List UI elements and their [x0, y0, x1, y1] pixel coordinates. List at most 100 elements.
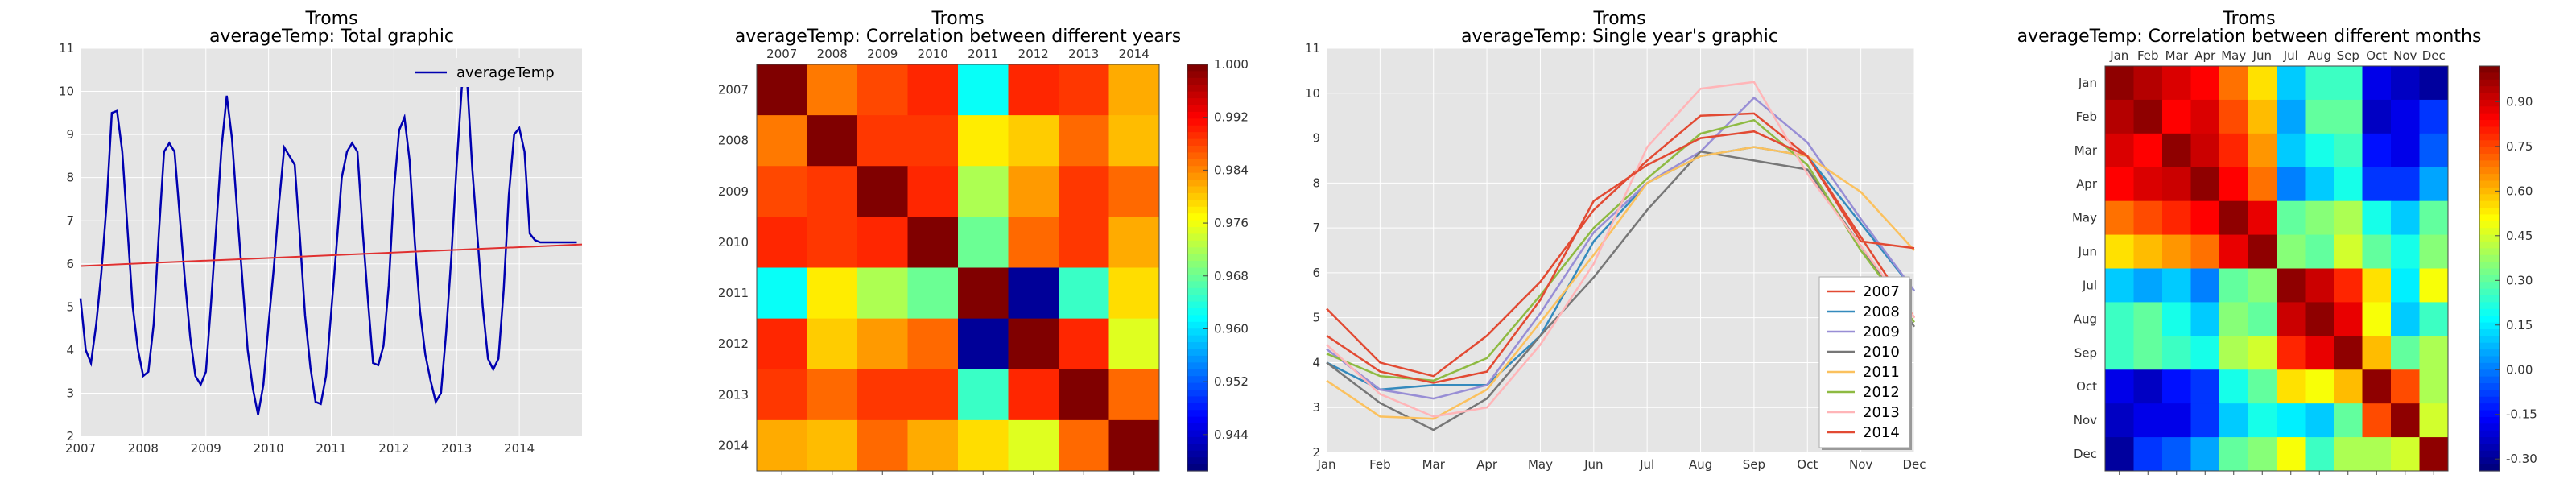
heatmap-cell [757, 115, 807, 167]
heatmap-cell [2162, 99, 2191, 134]
heatmap-cell [2391, 369, 2420, 404]
colorbar-segment [2479, 444, 2500, 452]
colorbar-segment [1187, 98, 1208, 106]
x-tick-label: 2007 [766, 47, 797, 61]
heatmap-cell [2391, 66, 2420, 101]
heatmap-cell [958, 64, 1009, 116]
heatmap-cell [857, 419, 908, 472]
heatmap-cell [2133, 268, 2163, 303]
heatmap-cell [1108, 318, 1160, 370]
heatmap-cell [958, 267, 1009, 320]
colorbar-segment [1187, 200, 1208, 208]
heatmap-cell [2419, 302, 2449, 336]
heatmap-cell [2133, 437, 2163, 472]
colorbar-segment [2479, 228, 2500, 236]
colorbar-segment [2479, 295, 2500, 303]
heatmap-cell [807, 419, 858, 472]
x-tick-label: Nov [1849, 457, 1872, 472]
heatmap-cell [1008, 64, 1059, 116]
y-tick-label: 11 [1305, 41, 1320, 56]
y-tick-label: 8 [1312, 175, 1320, 190]
y-tick-label: Aug [2074, 312, 2097, 326]
heatmap-cell [1059, 64, 1109, 116]
colorbar-segment [1187, 436, 1208, 444]
heatmap-cell [2105, 268, 2134, 303]
chart3-subtitle: averageTemp: Single year's graphic [1461, 27, 1778, 47]
heatmap-cell [2334, 66, 2363, 101]
heatmap-cell [2419, 133, 2449, 168]
heatmap-cell [2391, 167, 2420, 202]
colorbar-segment [1187, 71, 1208, 79]
heatmap-cell [2277, 234, 2306, 269]
colorbar-tick-label: 0.00 [2506, 362, 2533, 377]
heatmap-cell [2305, 200, 2334, 236]
x-tick-label: Feb [2137, 48, 2159, 63]
legend-box [1818, 276, 1910, 448]
colorbar-segment [1187, 261, 1208, 269]
heatmap-cell [2162, 268, 2191, 303]
heatmap-cell [807, 369, 858, 421]
heatmap-cell [2362, 234, 2392, 269]
colorbar-segment [1187, 301, 1208, 309]
heatmap-cell [2105, 167, 2134, 202]
heatmap-cell [807, 318, 858, 370]
heatmap-cell [857, 369, 908, 421]
y-tick-label: 2 [1312, 445, 1320, 460]
heatmap-cell [2419, 268, 2449, 303]
heatmap-cell [2248, 234, 2277, 269]
heatmap-cell [807, 166, 858, 217]
heatmap-cell [1008, 217, 1059, 268]
x-tick-label: Aug [2308, 48, 2331, 63]
colorbar-segment [2479, 356, 2500, 364]
heatmap-cell [2105, 200, 2134, 236]
colorbar-segment [2479, 79, 2500, 87]
colorbar-segment [1187, 362, 1208, 370]
y-tick-label: Jul [2082, 278, 2097, 292]
heatmap-cell [2305, 369, 2334, 404]
chart-year-correlation: Troms averageTemp: Correlation between d… [718, 9, 1249, 475]
colorbar-segment [2479, 180, 2500, 188]
heatmap-cell [2190, 133, 2220, 168]
heatmap-cell [1008, 166, 1059, 217]
heatmap-cell [2305, 268, 2334, 303]
colorbar-segment [2479, 396, 2500, 404]
colorbar-segment [2479, 187, 2500, 195]
heatmap-cell [757, 166, 807, 217]
chart2-title: Troms [931, 9, 984, 29]
heatmap-cell [857, 115, 908, 167]
series-line-2010 [1326, 150, 1916, 431]
colorbar-segment [1187, 321, 1208, 329]
x-tick-label: Mar [1422, 457, 1446, 472]
heatmap-cell [2105, 66, 2134, 101]
heatmap-cell [2419, 403, 2449, 438]
colorbar-segment [2479, 302, 2500, 310]
colorbar-tick-label: 0.992 [1214, 110, 1249, 125]
heatmap-cell [2334, 99, 2363, 134]
heatmap-cell [907, 419, 959, 472]
heatmap-cell [2305, 403, 2334, 438]
heatmap-cell [2133, 403, 2163, 438]
x-tick-label: 2011 [316, 441, 346, 456]
x-tick-label: Apr [1476, 457, 1498, 472]
colorbar-segment [2479, 248, 2500, 256]
series-line-2014 [1326, 130, 1915, 384]
colorbar-segment [1187, 444, 1208, 452]
x-tick-label: 2009 [867, 47, 898, 61]
colorbar-tick-label: 0.984 [1214, 163, 1249, 177]
heatmap-cell [1108, 166, 1160, 217]
heatmap-cell [2219, 234, 2248, 269]
heatmap-cell [2334, 200, 2363, 236]
colorbar-segment [1187, 457, 1208, 465]
colorbar-segment [2479, 403, 2500, 411]
colorbar-frame [1187, 64, 1208, 472]
heatmap-cell [907, 64, 959, 116]
colorbar-segment [1187, 152, 1208, 160]
heatmap-cell [907, 217, 959, 268]
colorbar-segment [1187, 64, 1208, 72]
colorbar-segment [2479, 282, 2500, 290]
colorbar-tick-label: -0.30 [2506, 452, 2537, 466]
y-tick-label: Dec [2074, 447, 2097, 461]
y-tick-label: 10 [59, 85, 74, 99]
x-tick-label: Jul [1639, 457, 1654, 472]
heatmap-cell [2419, 437, 2449, 472]
